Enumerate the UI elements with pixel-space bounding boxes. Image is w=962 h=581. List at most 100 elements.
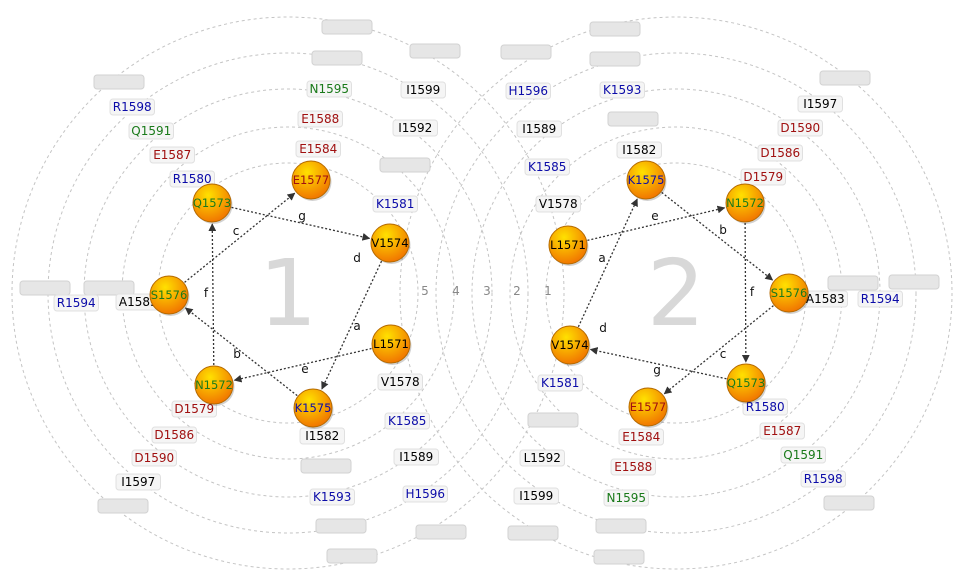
residue-label: I1582 — [616, 141, 662, 159]
residue-node: L1571 — [371, 324, 412, 365]
residue-node: E1577 — [291, 160, 332, 201]
node-label: Q1573 — [193, 196, 231, 210]
position-letter: b — [233, 347, 241, 361]
empty-label-pill — [589, 21, 641, 37]
heptad-arrow — [231, 206, 371, 241]
residue-label: D1590 — [777, 119, 823, 137]
label-text: K1593 — [603, 83, 641, 97]
label-background — [384, 412, 430, 430]
label-background — [535, 195, 581, 213]
node-circle — [194, 365, 234, 405]
label-text: K1585 — [388, 414, 426, 428]
label-text: K1581 — [376, 197, 414, 211]
residue-label: E1587 — [759, 422, 805, 440]
label-text: I1599 — [406, 83, 440, 97]
empty-label-pill — [500, 44, 552, 60]
residue-label: I1599 — [400, 81, 446, 99]
empty-label-pill — [379, 157, 431, 173]
residue-label: R1580 — [742, 398, 788, 416]
position-letter: f — [204, 286, 209, 300]
empty-label-pill — [415, 524, 467, 540]
node-label: L1571 — [550, 238, 586, 252]
residue-label: E1588 — [297, 110, 343, 128]
node-circle — [769, 273, 809, 313]
label-background — [757, 144, 803, 162]
empty-label-pill — [83, 280, 135, 296]
empty-label-pill — [823, 495, 875, 511]
label-text: R1598 — [804, 472, 843, 486]
residue-label: K1581 — [537, 374, 583, 392]
label-background — [599, 81, 645, 99]
residue-label: Q1591 — [780, 446, 826, 464]
node-label: N1572 — [195, 378, 233, 392]
label-text: R1598 — [113, 100, 152, 114]
label-background — [618, 428, 664, 446]
heptad-arrow — [663, 305, 774, 395]
label-text: N1595 — [606, 491, 646, 505]
node-circle — [725, 183, 765, 223]
label-background — [777, 119, 823, 137]
empty-label-pill — [300, 458, 352, 474]
node-label: L1571 — [373, 337, 409, 351]
label-background — [295, 140, 341, 158]
node-label: K1575 — [295, 401, 332, 415]
label-background — [519, 449, 565, 467]
label-background — [603, 489, 649, 507]
empty-label-pill — [507, 525, 559, 541]
position-letter: b — [719, 223, 727, 237]
empty-label-pill — [827, 275, 879, 291]
node-circle — [726, 363, 766, 403]
node-label: K1575 — [628, 173, 665, 187]
residue-label: E1587 — [149, 146, 195, 164]
residue-node: Q1573 — [192, 183, 233, 224]
residue-node: V1574 — [550, 325, 591, 366]
node-label: N1572 — [726, 196, 764, 210]
empty-label-pill — [93, 74, 145, 90]
position-letter: d — [353, 251, 361, 265]
label-text: Q1591 — [131, 124, 171, 138]
residue-label: D1579 — [171, 400, 217, 418]
label-text: I1597 — [121, 475, 155, 489]
label-text: D1586 — [154, 428, 194, 442]
residue-label: D1586 — [151, 426, 197, 444]
label-background — [306, 80, 352, 98]
node-label: E1577 — [630, 400, 667, 414]
heptad-arrow — [577, 198, 638, 328]
empty-label-pill — [595, 518, 647, 534]
residue-node: S1576 — [769, 273, 810, 314]
label-text: E1584 — [299, 142, 337, 156]
label-text: I1592 — [398, 121, 432, 135]
residue-label: I1589 — [516, 120, 562, 138]
node-circle — [550, 325, 590, 365]
residue-label: D1590 — [131, 449, 177, 467]
heptad-arrow — [587, 205, 726, 242]
label-text: V1578 — [381, 375, 420, 389]
heptad-arrow — [321, 260, 383, 390]
label-text: K1593 — [313, 490, 351, 504]
residue-node: L1571 — [548, 225, 589, 266]
label-background — [759, 422, 805, 440]
label-text: I1589 — [522, 122, 556, 136]
residue-label: Q1591 — [128, 122, 174, 140]
residue-label: K1585 — [384, 412, 430, 430]
position-letter: e — [651, 209, 658, 223]
label-background — [309, 488, 355, 506]
residue-label: L1592 — [519, 449, 565, 467]
residue-label: N1595 — [306, 80, 352, 98]
residue-label: E1588 — [610, 458, 656, 476]
ring-2-5 — [399, 16, 953, 570]
heptad-arrow — [233, 347, 372, 383]
empty-label-pill — [19, 280, 71, 296]
node-circle — [149, 275, 189, 315]
ring-number: 4 — [452, 284, 460, 298]
ring-number: 1 — [544, 284, 552, 298]
empty-label-pill — [315, 518, 367, 534]
label-text: K1585 — [528, 160, 566, 174]
residue-label: I1599 — [513, 487, 559, 505]
ring-1-5 — [11, 16, 565, 570]
residue-label: A1583 — [115, 293, 161, 311]
label-background — [53, 294, 99, 312]
label-background — [610, 458, 656, 476]
empty-label-pill — [819, 70, 871, 86]
empty-label-pill — [97, 498, 149, 514]
